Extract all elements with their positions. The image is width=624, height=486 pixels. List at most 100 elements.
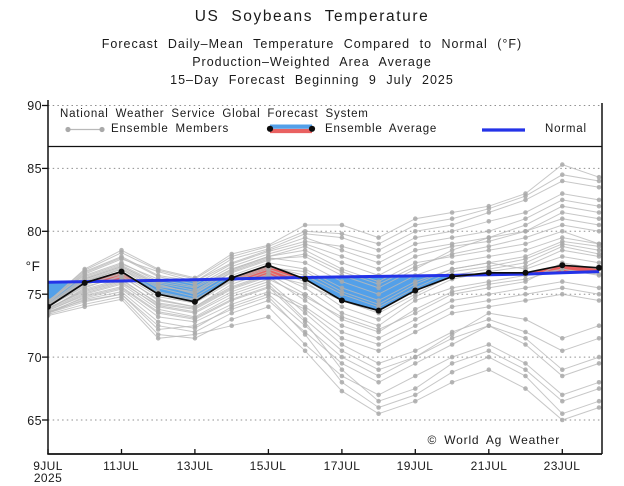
ensemble-member-dot [596,251,602,257]
ensemble-member-dot [523,222,528,228]
ensemble-member-dot [523,367,528,373]
ensemble-member-dot [119,250,124,255]
ensemble-member-dot [560,417,565,423]
ensemble-member-dot [339,388,345,394]
ensemble-member-line [48,283,600,377]
ensemble-member-dot [560,229,565,234]
ensemble-member-line [48,286,600,402]
ensemble-member-dot [596,398,602,404]
plot-area [48,162,602,423]
ensemble-member-dot [449,304,455,310]
ensemble-member-line [48,262,600,331]
ensemble-member-line [48,218,600,305]
ensemble-member-dot [155,297,161,302]
ensemble-member-dot [192,336,198,341]
ensemble-member-dot [486,348,492,354]
ensemble-member-dot [192,315,198,321]
ensemble-member-dot [449,332,455,337]
ensemble-member-dot [376,298,381,303]
ensemble-member-line [48,245,600,314]
ensemble-member-dot [560,162,565,167]
ensemble-average-dot [485,269,492,276]
ensemble-member-dot [229,307,234,312]
ensemble-member-dot [523,210,528,215]
ensemble-member-dot [266,244,271,249]
ensemble-member-dot [339,361,345,366]
ensemble-average-dot [412,287,419,294]
ensemble-member-dot [449,251,455,257]
ensemble-member-dot [82,299,87,305]
ensemble-member-dot [449,222,455,228]
ensemble-member-dot [596,197,602,203]
ensemble-member-dot [596,405,602,410]
ensemble-average-dot [191,298,198,305]
ensemble-member-dot [339,285,345,291]
ensemble-member-dot [376,302,381,307]
ensemble-member-dot [596,386,602,391]
ensemble-member-dot [266,314,271,320]
ensemble-member-dot [229,285,234,291]
ensemble-member-dot [523,193,528,199]
ensemble-member-dot [596,178,602,184]
ensemble-member-dot [192,281,198,287]
ensemble-member-dot [413,264,418,269]
ensemble-member-dot [560,216,565,221]
ensemble-member-dot [560,411,565,417]
ensemble-member-dot [413,392,418,398]
ensemble-member-dot [155,274,161,279]
ensemble-member-dot [486,323,492,329]
ensemble-member-dot [560,178,565,184]
ensemble-member-line [48,224,600,306]
ensemble-member-dot [376,254,381,259]
ensemble-member-dot [413,298,418,303]
ensemble-member-dot [229,254,234,259]
ensemble-member-dot [266,254,271,259]
ensemble-member-dot [596,210,602,215]
ensemble-member-dot [376,291,381,297]
ensemble-member-dot [413,373,418,379]
ensemble-member-dot [155,336,161,341]
ensemble-member-dot [376,348,381,354]
ensemble-member-dot [523,361,528,366]
ensemble-member-dot [486,229,492,234]
ensemble-member-dot [413,317,418,322]
ensemble-member-dot [486,206,492,211]
ensemble-member-dot [376,281,381,287]
ensemble-member-dot [596,291,602,297]
ensemble-member-dot [229,270,234,276]
ensemble-member-dot [413,281,418,287]
ensemble-member-dot [560,254,565,259]
ensemble-member-dot [119,297,124,302]
ensemble-member-dot [339,329,345,335]
ensemble-member-dot [486,342,492,347]
ensemble-member-dot [413,354,418,360]
ensemble-member-dot [449,380,455,385]
ensemble-member-dot [523,229,528,234]
ensemble-member-line [48,249,600,320]
ensemble-member-dot [560,239,565,244]
ensemble-member-dot [119,291,124,297]
ensemble-member-dot [82,290,87,296]
ensemble-member-dot [486,244,492,249]
ensemble-member-dot [266,289,271,295]
ensemble-member-dot [376,367,381,373]
ensemble-member-dot [192,332,198,337]
ensemble-member-dot [266,273,271,278]
ensemble-member-dot [339,254,345,259]
ensemble-member-line [48,287,600,346]
page-title: US Soybeans Temperature [194,8,430,25]
ensemble-member-dot [376,247,381,253]
ensemble-member-dot [596,361,602,366]
ensemble-member-dot [523,386,528,391]
ensemble-member-line [48,230,600,301]
ensemble-member-dot [376,392,381,398]
ensemble-member-dot [560,336,565,341]
legend-member-dot-marker [99,126,105,133]
ensemble-member-dot [486,247,492,253]
ensemble-average-dot [265,262,272,269]
ensemble-member-dot [229,323,234,329]
ensemble-member-dot [413,348,418,354]
ensemble-member-dot [119,255,124,260]
ensemble-member-dot [413,222,418,228]
